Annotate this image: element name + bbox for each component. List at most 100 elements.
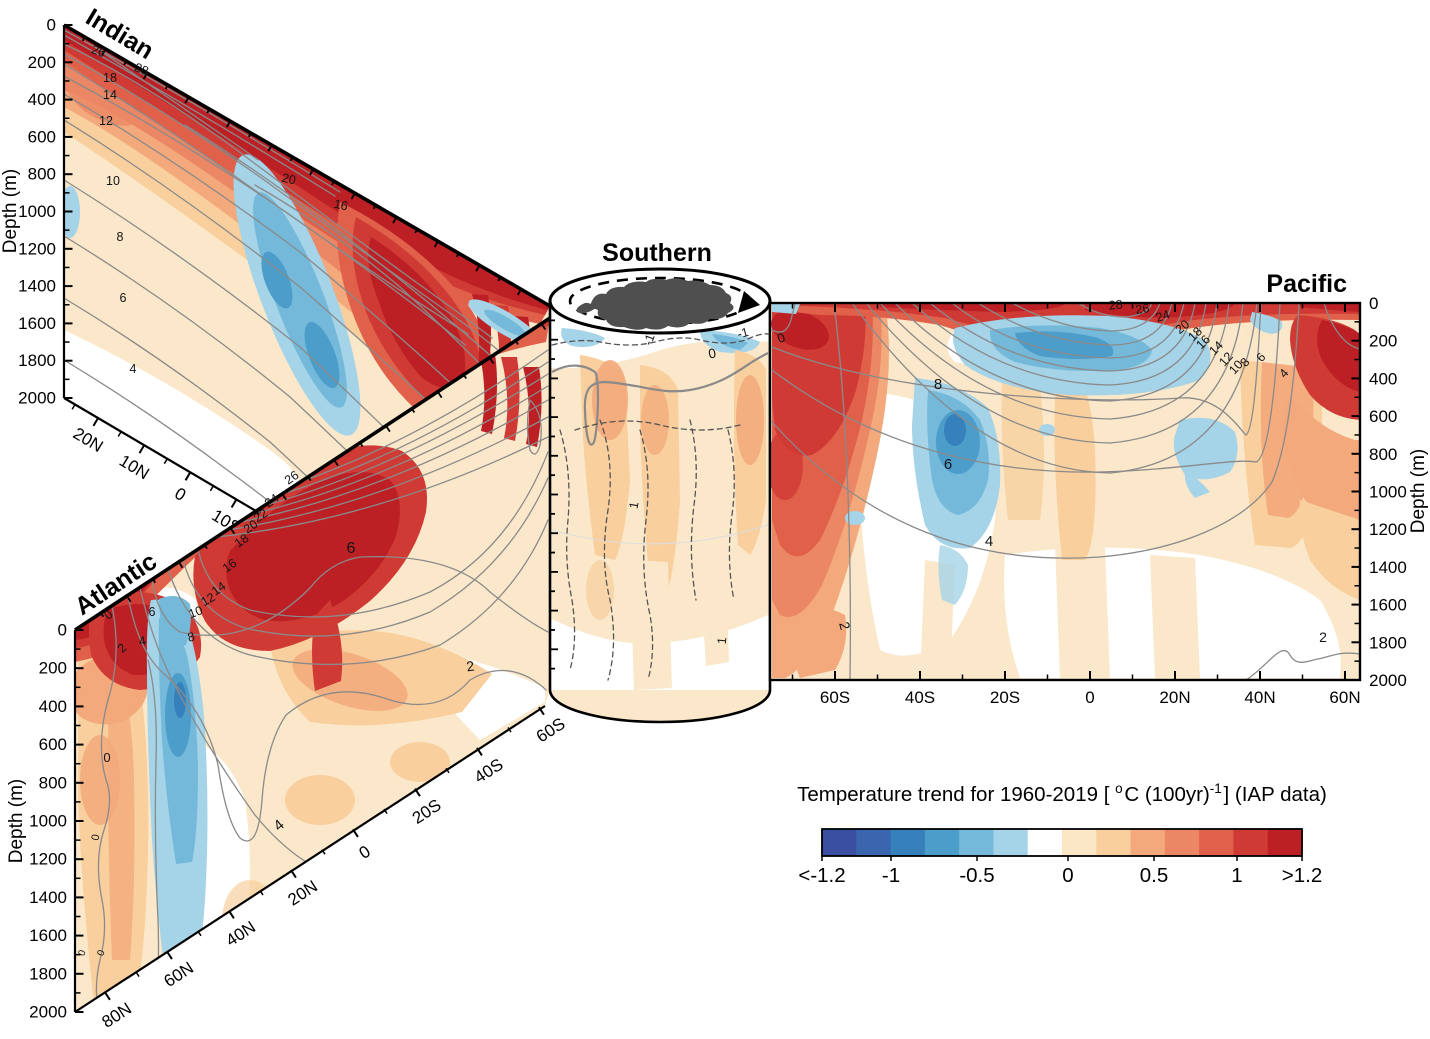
southern-dashed-contours: [551, 333, 769, 681]
pacific-contour-label: 28: [1108, 297, 1123, 312]
atlantic-depth-tick-label: 1000: [29, 812, 67, 831]
atlantic-lat-tick-label: 80N: [98, 999, 135, 1032]
pacific-lat-tick-label: 20S: [990, 688, 1020, 707]
indian-depth-tick-label: 200: [28, 53, 56, 72]
southern-contour-label: 0: [707, 346, 717, 362]
pacific-lat-tick-label: 40S: [905, 688, 935, 707]
indian-depth-tick-label: 1600: [18, 314, 56, 333]
pacific-lat-tick-label: 20N: [1159, 688, 1190, 707]
pacific-depth-tick-label: 2000: [1369, 671, 1407, 690]
atlantic-contour-label: 14: [209, 579, 228, 598]
atlantic-lat-tick-label: 40S: [471, 755, 507, 787]
pacific-depth-tick-label: 1000: [1369, 483, 1407, 502]
atlantic-contour-label: 18: [232, 531, 251, 550]
atlantic-isotherms: [95, 349, 549, 1011]
colorbar-segment: [1027, 829, 1063, 856]
atlantic-lat-tick-label: 20S: [409, 795, 445, 827]
indian-field: [64, 25, 550, 511]
pacific-lat-tick-label: 60S: [820, 688, 850, 707]
atlantic-lat-tick-label: 60S: [533, 714, 569, 746]
indian-depth-tick-label: 600: [28, 127, 56, 146]
colorbar-title: Temperature trend for 1960-2019 [ o C (1…: [797, 781, 1327, 806]
indian-depth-tick-label: 1000: [18, 202, 56, 221]
atlantic-depth-tick-label: 800: [39, 773, 67, 792]
pacific-depth-tick-label: 200: [1369, 332, 1397, 351]
colorbar-tick-label: 0: [1062, 864, 1073, 887]
indian-contour-label: 12: [99, 114, 113, 128]
indian-contour-label: 16: [333, 197, 350, 214]
pacific-contour-label: 2: [1319, 629, 1327, 645]
atlantic-subtropical-warming-core: [226, 472, 400, 622]
colorbar-segment: [1164, 829, 1200, 856]
atlantic-depth-tick-label: 1800: [29, 964, 67, 983]
antarctica-landmass: [576, 278, 734, 330]
atlantic-contour-label: 24: [262, 491, 281, 510]
atlantic-contour-label: 0: [90, 833, 103, 841]
atlantic-lat-tick-label: 20N: [284, 877, 321, 910]
colorbar-segment: [890, 829, 926, 856]
atlantic-lat-tick-label: 40N: [222, 917, 259, 950]
southern-contour-label: 1: [627, 501, 642, 510]
pacific-depth-tick-label: 800: [1369, 445, 1397, 464]
atlantic-depth-tick-label: 400: [39, 697, 67, 716]
indian-contour-label: 6: [120, 291, 127, 305]
indian-depth-axis-label: Depth (m): [0, 169, 21, 253]
colorbar-segment: [1062, 829, 1097, 856]
colorbar-tick-label: >1.2: [1282, 864, 1322, 887]
indian-contour-label: 8: [117, 230, 124, 244]
southern-panel: Southern -1 -1 0 1 1: [548, 239, 778, 724]
pacific-title: Pacific: [1266, 270, 1347, 298]
pacific-contour-label: 24: [1154, 307, 1172, 325]
pacific-depth-tick-label: 0: [1369, 294, 1378, 313]
atlantic-contour-label: 6: [347, 540, 356, 557]
indian-contour-label: 20: [281, 171, 298, 188]
colorbar-tick-label: -0.5: [959, 864, 994, 887]
circumpolar-arrow-icon: [738, 291, 760, 313]
indian-depth-tick-label: 2000: [18, 389, 56, 408]
pacific-labels: 0 200 400 600 800 1000 1200 1400 1600 1800 2000 60S…: [775, 270, 1429, 707]
colorbar-tick-label: 0.5: [1140, 864, 1169, 887]
pacific-depth-axis-label: Depth (m): [1408, 449, 1429, 533]
pacific-depth-tick-label: 600: [1369, 407, 1397, 426]
atlantic-contour-label: 22: [251, 506, 270, 525]
southern-title: Southern: [602, 239, 712, 267]
colorbar-segment: [993, 829, 1029, 856]
atlantic-depth-tick-label: 600: [39, 735, 67, 754]
indian-deep-warming-core: [368, 237, 466, 388]
pacific-isotherms: [771, 303, 1360, 680]
atlantic-contour-label: 6: [149, 605, 156, 619]
southern-contour-label: -1: [736, 325, 750, 341]
southern-field: [550, 301, 770, 722]
pacific-contour-label: 4: [985, 533, 993, 550]
indian-depth-tick-label: 1800: [18, 351, 56, 370]
pacific-lat-tick-label: 0: [1085, 688, 1094, 707]
indian-contour-label: 28: [132, 60, 150, 78]
pacific-depth-tick-label: 400: [1369, 369, 1397, 388]
colorbar-tick-label: <-1.2: [798, 864, 845, 887]
colorbar-border: [821, 828, 1303, 857]
colorbar-segment: [1267, 829, 1303, 856]
indian-white-region: [64, 330, 302, 511]
atlantic-depth-tick-label: 2000: [29, 1003, 67, 1022]
colorbar-segment: [1130, 829, 1166, 856]
indian-contour-label: 18: [103, 71, 117, 85]
indian-depth-tick-label: 800: [28, 165, 56, 184]
pacific-contour-label: 2: [836, 620, 854, 632]
atlantic-depth-tick-label: 1200: [29, 850, 67, 869]
atlantic-contour-label: 16: [220, 556, 239, 575]
atlantic-depth-tick-label: 0: [58, 621, 67, 640]
pacific-contour-label: 26: [1135, 301, 1151, 317]
colorbar-segment: [1096, 829, 1132, 856]
atlantic-contour-label: 0: [77, 948, 89, 957]
indian-contour-label: 14: [103, 88, 117, 102]
colorbar-tick-label: -1: [882, 864, 900, 887]
atlantic-surface-edge: [74, 316, 551, 632]
atlantic-contour-label: 0: [103, 750, 110, 765]
indian-contour-label: 10: [106, 174, 120, 188]
cylinder-bottom-edge: [548, 689, 772, 724]
indian-lat-tick-label: 0: [171, 484, 189, 505]
atlantic-depth-tick-label: 1400: [29, 888, 67, 907]
atlantic-depth-tick-label: 1600: [29, 926, 67, 945]
indian-lat-tick-label: 10N: [116, 451, 153, 483]
